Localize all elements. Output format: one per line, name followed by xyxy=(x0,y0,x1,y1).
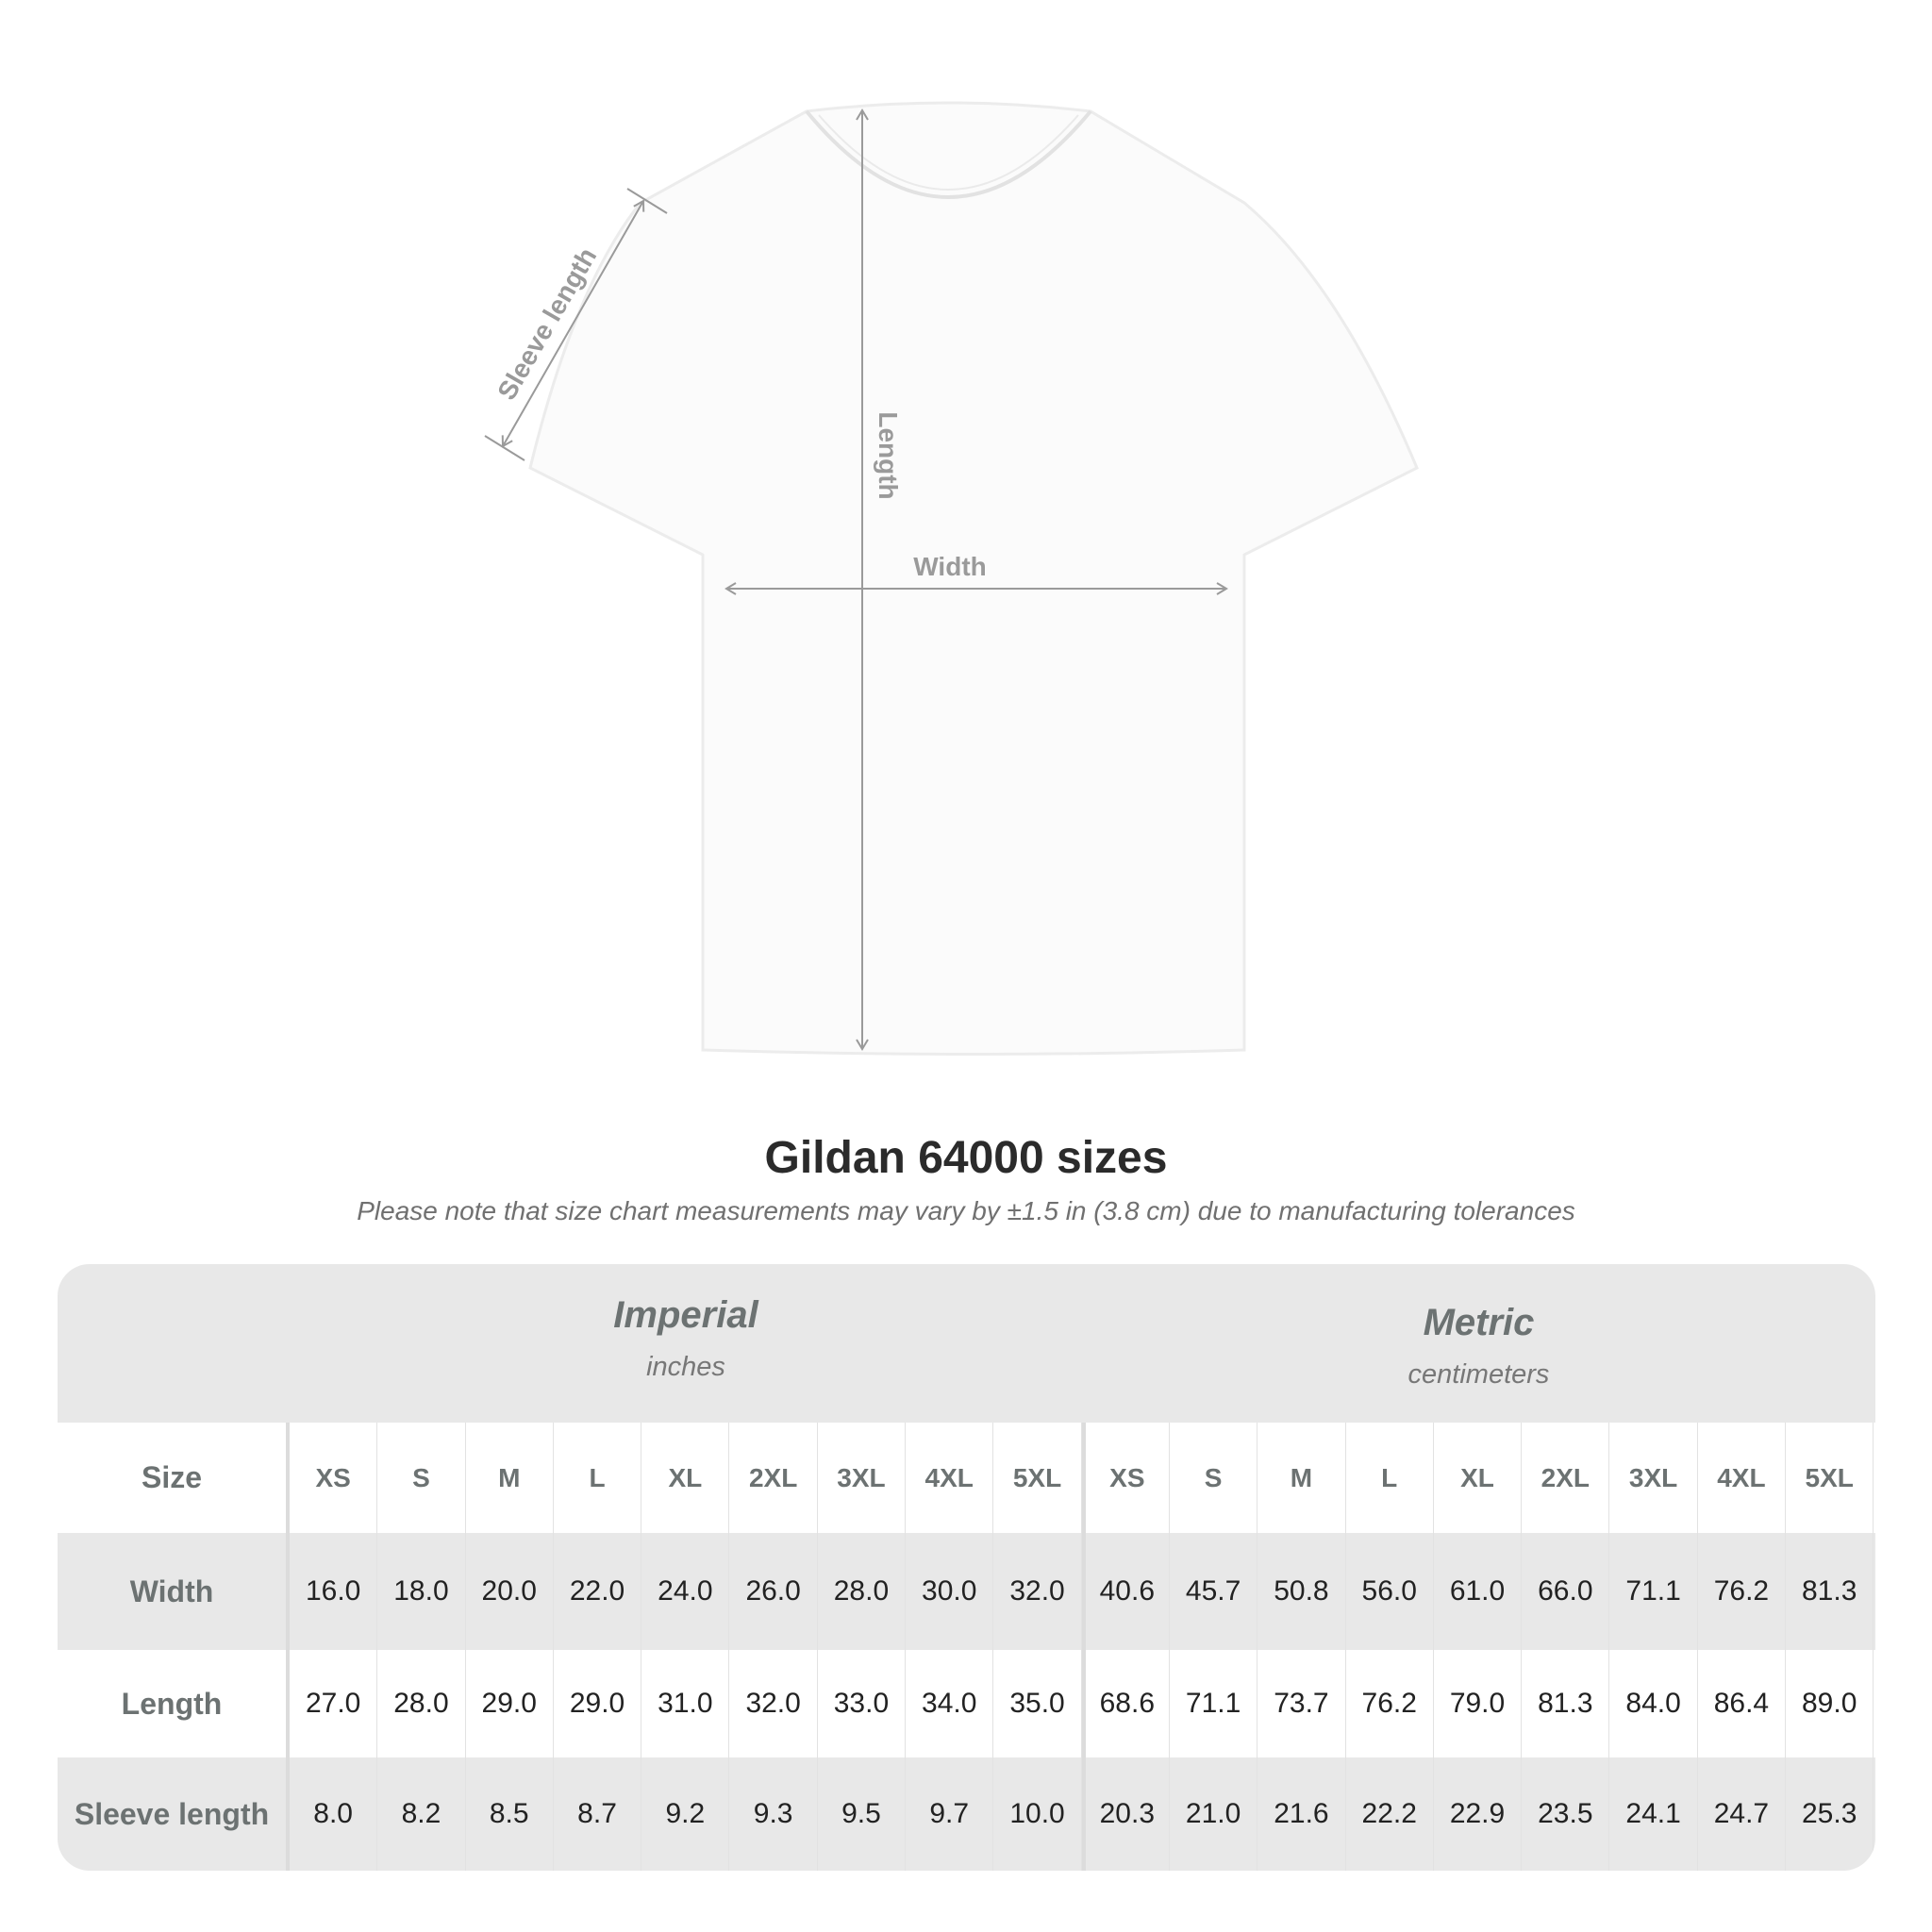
table-cell: 79.0 xyxy=(1434,1650,1523,1757)
table-cell: 9.7 xyxy=(906,1757,994,1871)
table-row-width: Width 16.0 18.0 20.0 22.0 24.0 26.0 28.0 30.0 32.… xyxy=(58,1533,1875,1650)
row-label: Width xyxy=(58,1533,290,1650)
table-cell: 18.0 xyxy=(377,1533,466,1650)
table-cell: 16.0 xyxy=(290,1533,378,1650)
page-title: Gildan 64000 sizes xyxy=(764,1133,1168,1183)
table-cell: 71.1 xyxy=(1170,1650,1258,1757)
sleeve-arrow xyxy=(501,199,645,448)
table-cell: 21.0 xyxy=(1170,1757,1258,1871)
size-header-metric-l: L xyxy=(1346,1423,1434,1533)
table-cell: 20.0 xyxy=(466,1533,554,1650)
size-header-imperial-4xl: 4XL xyxy=(906,1423,994,1533)
imperial-header: Imperial inches xyxy=(290,1294,1082,1453)
imperial-unit: inches xyxy=(646,1352,725,1382)
size-header-metric-xl: XL xyxy=(1434,1423,1523,1533)
size-header-imperial-5xl: 5XL xyxy=(993,1423,1082,1533)
size-header-metric-2xl: 2XL xyxy=(1522,1423,1610,1533)
table-cell: 73.7 xyxy=(1257,1650,1346,1757)
size-header-metric-xs: XS xyxy=(1081,1423,1170,1533)
size-table: Imperial inches Metric centimeters Size X… xyxy=(58,1264,1875,1871)
size-header-metric-m: M xyxy=(1257,1423,1346,1533)
length-label: Length xyxy=(874,411,903,499)
size-header-metric-5xl: 5XL xyxy=(1786,1423,1874,1533)
table-cell: 9.2 xyxy=(641,1757,730,1871)
table-cell: 89.0 xyxy=(1786,1650,1874,1757)
table-cell: 22.0 xyxy=(554,1533,642,1650)
table-cell: 29.0 xyxy=(554,1650,642,1757)
table-cell: 24.0 xyxy=(641,1533,730,1650)
table-cell: 20.3 xyxy=(1081,1757,1170,1871)
table-cell: 45.7 xyxy=(1170,1533,1258,1650)
table-cell: 40.6 xyxy=(1081,1533,1170,1650)
table-cell: 86.4 xyxy=(1698,1650,1787,1757)
size-header-imperial-3xl: 3XL xyxy=(818,1423,907,1533)
table-cell: 10.0 xyxy=(993,1757,1082,1871)
size-header-imperial-xl: XL xyxy=(641,1423,730,1533)
table-cell: 28.0 xyxy=(818,1533,907,1650)
table-cell: 25.3 xyxy=(1786,1757,1874,1871)
table-row-length: Length 27.0 28.0 29.0 29.0 31.0 32.0 33.0 34.0 35… xyxy=(58,1650,1875,1757)
row-label: Length xyxy=(58,1650,290,1757)
size-header-imperial-xs: XS xyxy=(290,1423,378,1533)
metric-header: Metric centimeters xyxy=(1082,1302,1875,1460)
table-cell: 31.0 xyxy=(641,1650,730,1757)
imperial-label: Imperial xyxy=(613,1294,758,1336)
table-cell: 8.0 xyxy=(290,1757,378,1871)
table-cell: 22.2 xyxy=(1346,1757,1434,1871)
table-cell: 56.0 xyxy=(1346,1533,1434,1650)
table-row-sleeve-length: Sleeve length 8.0 8.2 8.5 8.7 9.2 9.3 9.5 9.7 10.… xyxy=(58,1757,1875,1871)
size-header-metric-3xl: 3XL xyxy=(1609,1423,1698,1533)
table-cell: 81.3 xyxy=(1786,1533,1874,1650)
table-cell: 24.7 xyxy=(1698,1757,1787,1871)
table-cell: 33.0 xyxy=(818,1650,907,1757)
width-label: Width xyxy=(913,552,987,581)
size-header-imperial-2xl: 2XL xyxy=(729,1423,818,1533)
size-header-metric-4xl: 4XL xyxy=(1698,1423,1787,1533)
table-cell: 8.5 xyxy=(466,1757,554,1871)
table-cell: 26.0 xyxy=(729,1533,818,1650)
table-cell: 50.8 xyxy=(1257,1533,1346,1650)
table-cell: 30.0 xyxy=(906,1533,994,1650)
table-cell: 71.1 xyxy=(1609,1533,1698,1650)
table-cell: 22.9 xyxy=(1434,1757,1523,1871)
table-cell: 24.1 xyxy=(1609,1757,1698,1871)
table-cell: 27.0 xyxy=(290,1650,378,1757)
table-cell: 61.0 xyxy=(1434,1533,1523,1650)
tolerance-note: Please note that size chart measurements… xyxy=(357,1196,1575,1225)
table-cell: 21.6 xyxy=(1257,1757,1346,1871)
table-cell: 66.0 xyxy=(1522,1533,1610,1650)
size-header-imperial-l: L xyxy=(554,1423,642,1533)
table-cell: 28.0 xyxy=(377,1650,466,1757)
size-header-imperial-s: S xyxy=(377,1423,466,1533)
size-header-metric-s: S xyxy=(1170,1423,1258,1533)
size-header-imperial-m: M xyxy=(466,1423,554,1533)
table-cell: 34.0 xyxy=(906,1650,994,1757)
metric-label: Metric xyxy=(1423,1302,1535,1343)
table-cell: 9.5 xyxy=(818,1757,907,1871)
table-cell: 35.0 xyxy=(993,1650,1082,1757)
table-cell: 29.0 xyxy=(466,1650,554,1757)
tshirt-diagram: Width Length Sleeve length xyxy=(484,101,1419,1056)
table-cell: 68.6 xyxy=(1081,1650,1170,1757)
size-row: Size XS S M L XL 2XL 3XL 4XL 5XL XS S M L XL 2XL 3XL 4XL 5… xyxy=(58,1423,1875,1533)
table-cell: 8.2 xyxy=(377,1757,466,1871)
table-cell: 32.0 xyxy=(993,1533,1082,1650)
table-cell: 8.7 xyxy=(554,1757,642,1871)
table-cell: 76.2 xyxy=(1346,1650,1434,1757)
row-label: Sleeve length xyxy=(58,1757,290,1871)
table-cell: 81.3 xyxy=(1522,1650,1610,1757)
table-cell: 84.0 xyxy=(1609,1650,1698,1757)
table-cell: 76.2 xyxy=(1698,1533,1787,1650)
metric-unit: centimeters xyxy=(1407,1359,1550,1390)
size-header-label: Size xyxy=(58,1423,290,1533)
table-cell: 23.5 xyxy=(1522,1757,1610,1871)
table-cell: 9.3 xyxy=(729,1757,818,1871)
table-cell: 32.0 xyxy=(729,1650,818,1757)
